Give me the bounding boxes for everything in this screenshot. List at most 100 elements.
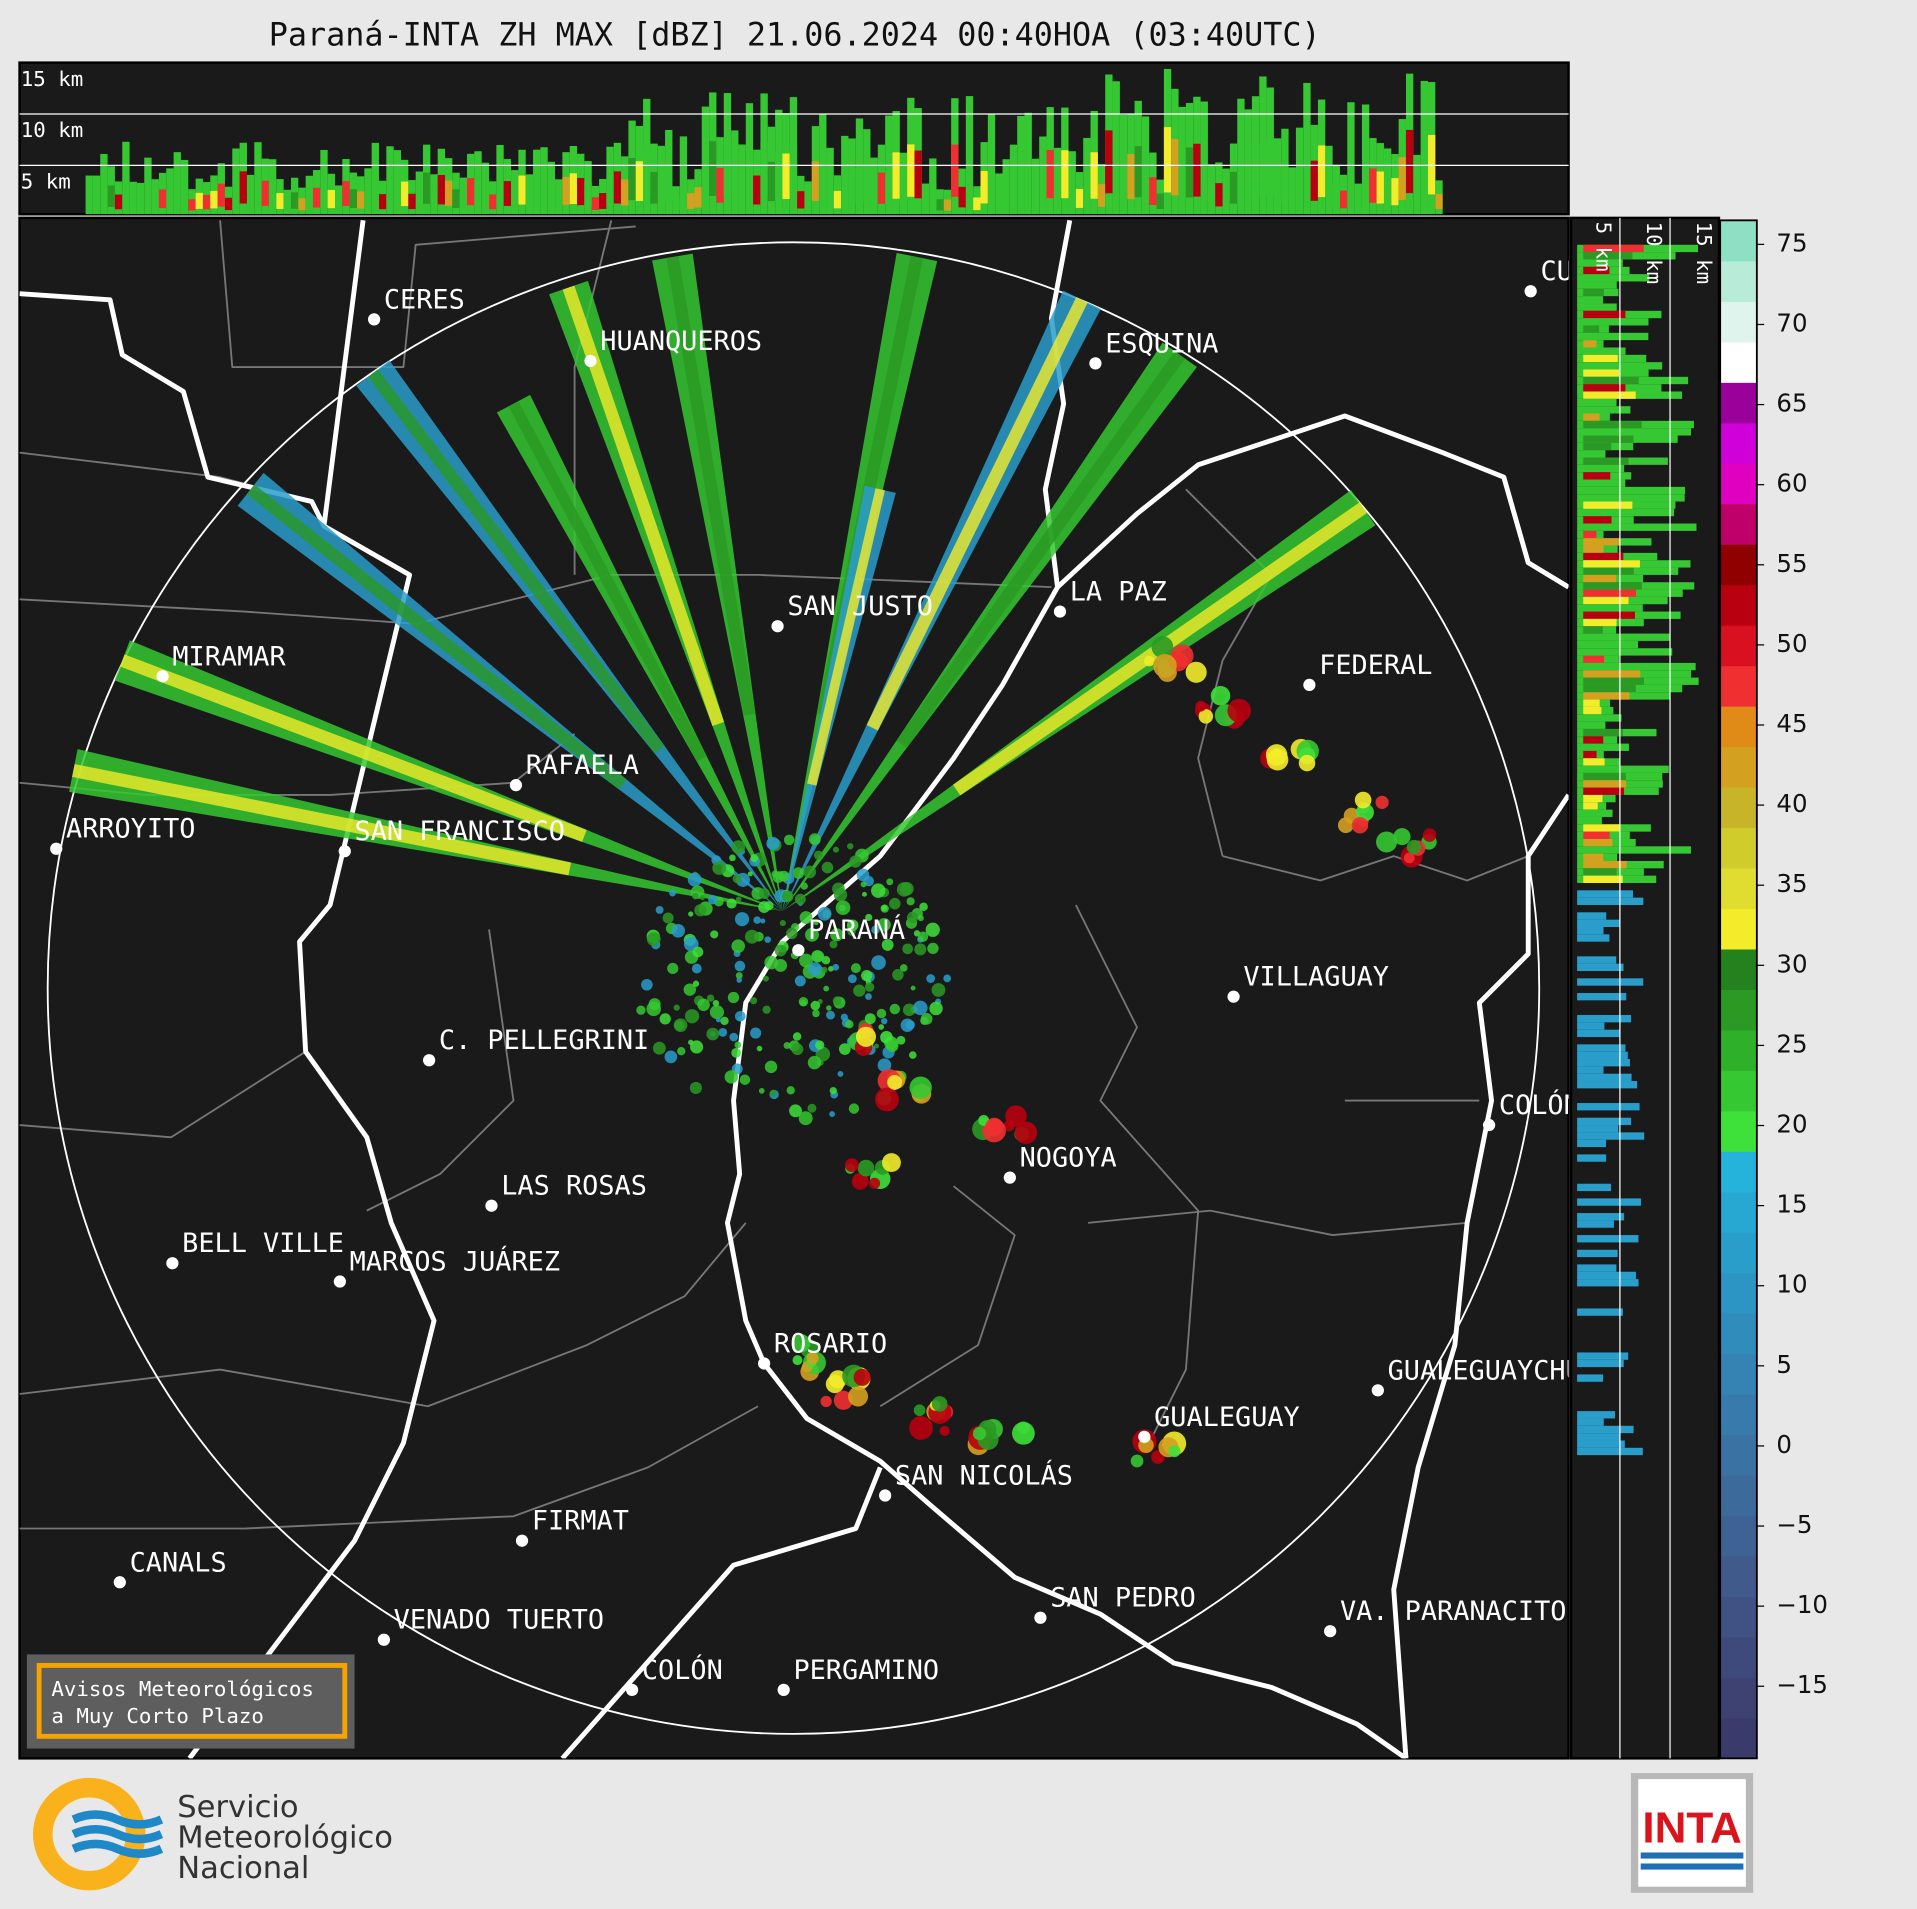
echo-row (1577, 494, 1685, 502)
echo-core (613, 171, 622, 204)
echo-column (701, 106, 710, 215)
echo (692, 980, 700, 987)
echo-column (85, 175, 93, 215)
radar-beam-core (119, 654, 587, 842)
echo (1215, 692, 1226, 703)
echo-core (459, 192, 468, 209)
echo (803, 865, 817, 879)
city-dot (1371, 1384, 1384, 1397)
logo-text: Servicio (177, 1790, 298, 1825)
echo-row (1577, 640, 1639, 649)
echo-core (1583, 545, 1604, 553)
echo (712, 999, 720, 1007)
city-label: COLÓN (642, 1654, 723, 1686)
echo-core (1171, 138, 1179, 196)
echo-core (973, 197, 981, 211)
colorbar-band (1720, 908, 1757, 950)
echo (783, 834, 795, 846)
echo-row (1577, 508, 1675, 517)
echo (1198, 709, 1214, 724)
city-dot (338, 845, 351, 858)
echo (878, 1024, 885, 1030)
echo-column (474, 151, 482, 215)
echo (779, 920, 786, 927)
echo-core (621, 179, 629, 206)
echo-core (298, 198, 306, 211)
echo-core (1583, 552, 1624, 561)
smn-logo: Servicio Meteorológico Nacional (33, 1777, 393, 1891)
echo-core (1583, 288, 1604, 297)
city-label: MIRAMAR (172, 641, 286, 672)
echo-column (371, 142, 379, 215)
echo (929, 1001, 943, 1016)
colorbar-band (1720, 1636, 1757, 1679)
echo-row (1577, 274, 1650, 282)
echo-row (1577, 1073, 1632, 1082)
echo (689, 1081, 702, 1094)
echo-row (1577, 347, 1626, 355)
city-label: HUANQUEROS (600, 326, 762, 357)
echo-core (1193, 143, 1201, 197)
echo-core (1583, 596, 1629, 605)
logo-stripe (1640, 1863, 1744, 1870)
echo-row (1577, 1249, 1618, 1258)
echo (844, 1158, 859, 1173)
echo (1143, 655, 1155, 667)
echo-core (1583, 457, 1629, 465)
border (19, 1222, 747, 1408)
echo (734, 912, 750, 927)
colorbar-band (1720, 625, 1757, 667)
echo-row (1577, 956, 1617, 964)
echo (692, 892, 699, 900)
city-dot (156, 670, 169, 683)
colorbar-band (1720, 827, 1757, 869)
echo-core (356, 191, 365, 209)
echo-core (767, 161, 776, 202)
echo (810, 1000, 821, 1011)
echo (913, 1404, 926, 1417)
border (187, 220, 437, 1759)
echo-core (290, 192, 299, 209)
echo (889, 897, 901, 910)
echo (920, 1016, 929, 1025)
colorbar-band (1720, 341, 1757, 383)
city-label: COLÓN (1499, 1089, 1580, 1121)
city-label: SAN PEDRO (1050, 1583, 1196, 1614)
echo (889, 1003, 901, 1015)
echo (786, 927, 798, 940)
echo-column (657, 145, 666, 215)
echo (874, 1043, 879, 1049)
colorbar-band (1720, 1191, 1757, 1233)
echo (694, 904, 707, 917)
radar-beam-core (246, 484, 627, 790)
echo-column (533, 149, 541, 215)
echo-row (1577, 303, 1617, 311)
echo-column (320, 149, 328, 215)
echo (906, 897, 915, 906)
city-label: MARCOS JUÁREZ (350, 1246, 560, 1278)
border (1075, 904, 1200, 1444)
city-label: SAN FRANCISCO (355, 816, 565, 847)
city-label: RAFAELA (526, 750, 639, 781)
city-dot (1227, 990, 1240, 1003)
echo (847, 843, 854, 850)
colorbar-band (1720, 1029, 1757, 1071)
colorbar-band (1720, 584, 1757, 626)
echo (828, 965, 834, 972)
echo (735, 896, 742, 903)
echo-row (1577, 926, 1604, 935)
echo (758, 888, 770, 899)
echo (662, 912, 674, 924)
height-label: 10 km (1642, 222, 1666, 285)
echo (906, 911, 919, 924)
echo (832, 996, 842, 1006)
echo-row (1577, 1125, 1619, 1133)
echo-row (1577, 398, 1617, 407)
echo-core (848, 168, 856, 203)
echo-core (943, 199, 952, 211)
echo-core (1134, 146, 1142, 198)
city-dot (584, 354, 597, 368)
echo (792, 1355, 803, 1366)
echo-row (1577, 897, 1644, 905)
